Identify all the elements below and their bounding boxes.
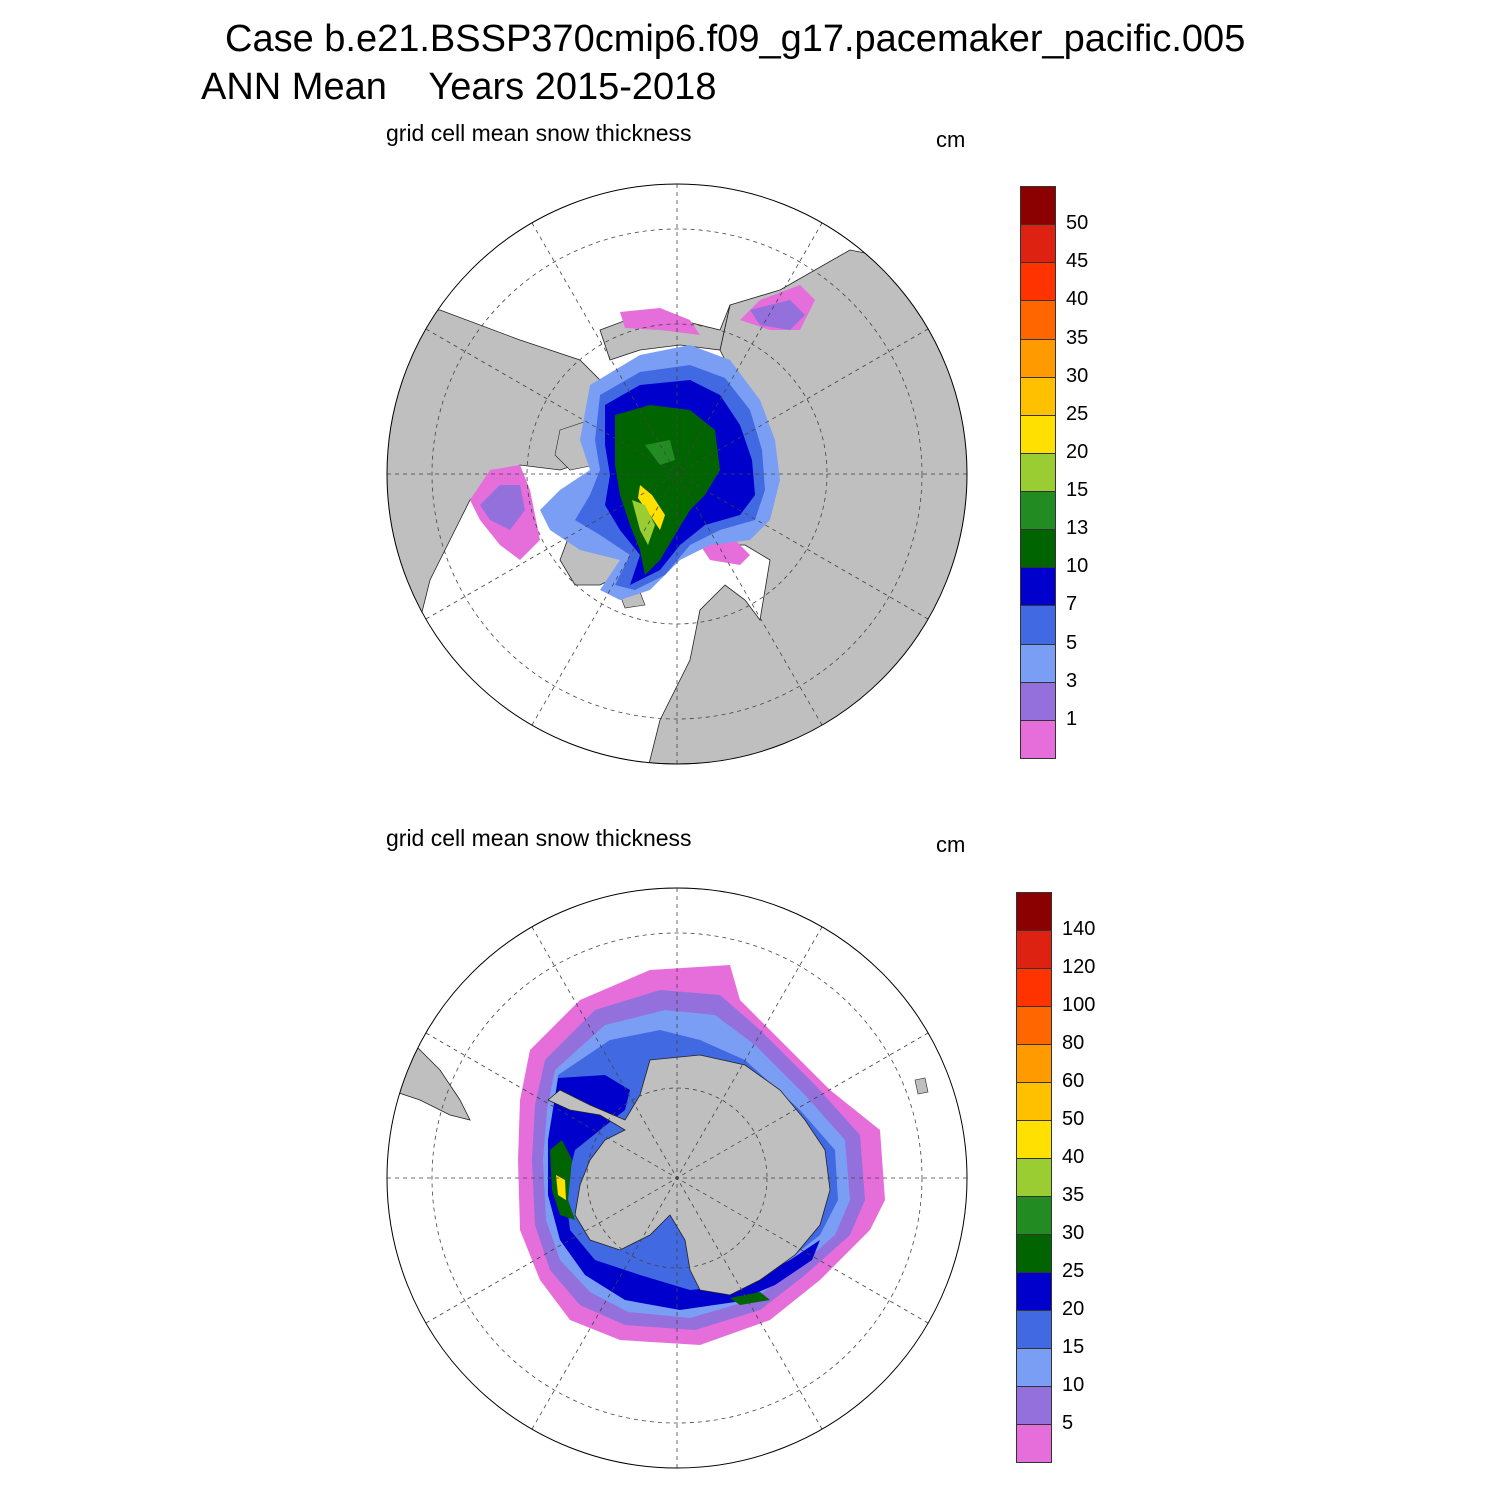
south-graticule: [387, 888, 967, 1468]
north-colorbar-swatch: [1020, 681, 1056, 721]
north-colorbar-swatch: [1020, 338, 1056, 378]
north-colorbar-tick-label: 13: [1066, 517, 1089, 540]
south-colorbar-swatch: [1016, 1310, 1052, 1349]
north-colorbar-swatch: [1020, 491, 1056, 531]
south-colorbar-tick-label: 140: [1062, 918, 1096, 940]
south-colorbar-tick-label: 30: [1062, 1222, 1085, 1244]
north-colorbar-tick-label: 25: [1066, 402, 1089, 425]
south-colorbar: 5 10 15 20 25 30 35 40 50 60 80 100 120 140: [1016, 892, 1095, 1463]
figure-title: Case b.e21.BSSP370cmip6.f09_g17.pacemake…: [225, 18, 1246, 60]
north-colorbar-tick-label: 45: [1066, 250, 1089, 273]
north-panel-label: grid cell mean snow thickness: [386, 120, 692, 146]
south-colorbar-swatch: [1016, 1120, 1052, 1159]
north-ice-band-3cm: [750, 300, 805, 330]
north-colorbar-tick-label: 30: [1066, 364, 1089, 387]
north-colorbar-tick-label: 35: [1066, 326, 1089, 349]
south-colorbar-swatch: [1016, 1196, 1052, 1235]
north-colorbar-swatch: [1020, 414, 1056, 454]
north-colorbar: 1 3 5 7 10 13 15 20 25 30 35 40 45 50: [1020, 186, 1088, 759]
north-colorbar-tick-label: 40: [1066, 288, 1089, 311]
south-colorbar-swatch: [1016, 1348, 1052, 1387]
south-colorbar-swatch: [1016, 1082, 1052, 1121]
subtitle-season: ANN Mean: [201, 66, 387, 108]
south-colorbar-tick-label: 35: [1062, 1184, 1085, 1206]
south-colorbar-tick-label: 15: [1062, 1336, 1085, 1358]
north-ice-band-1cm: [620, 308, 700, 335]
north-colorbar-swatch: [1020, 300, 1056, 340]
north-colorbar-swatch: [1020, 643, 1056, 683]
north-ice-band-3cm-hudson: [480, 485, 525, 530]
south-colorbar-swatch: [1016, 1234, 1052, 1273]
south-colorbar-swatch: [1016, 1006, 1052, 1045]
south-ice-band-40cm: [556, 1175, 566, 1200]
north-colorbar-swatch: [1020, 605, 1056, 645]
north-ice-band-15cm: [645, 440, 675, 465]
south-colorbar-swatch: [1016, 1424, 1052, 1463]
subtitle-years: Years 2015-2018: [428, 66, 717, 108]
north-colorbar-tick-label: 1: [1066, 707, 1078, 730]
north-ice-band-15cm-coast: [632, 500, 655, 545]
north-colorbar-tick-label: 20: [1066, 440, 1089, 463]
north-ice-band-20cm: [638, 485, 665, 530]
south-colorbar-tick-label: 10: [1062, 1374, 1085, 1396]
north-colorbar-tick-label: 15: [1066, 479, 1089, 502]
north-colorbar-swatch: [1020, 567, 1056, 607]
south-panel-label: grid cell mean snow thickness: [386, 825, 692, 851]
south-colorbar-tick-label: 40: [1062, 1146, 1085, 1168]
south-map-border: [386, 887, 968, 1469]
north-graticule: [387, 184, 967, 764]
north-colorbar-tick-label: 50: [1066, 212, 1089, 235]
south-units-label: cm: [936, 832, 966, 857]
figure-subtitle: ANN Mean Years 2015-2018: [201, 66, 716, 109]
north-map-border: [386, 183, 968, 765]
south-colorbar-swatch: [1016, 930, 1052, 969]
south-colorbar-tick-label: 50: [1062, 1108, 1085, 1130]
north-colorbar-swatch: [1020, 224, 1056, 264]
south-colorbar-swatch: [1016, 968, 1052, 1007]
north-colorbar-swatch: [1020, 376, 1056, 416]
north-colorbar-swatch: [1020, 186, 1056, 226]
south-colorbar-tick-label: 20: [1062, 1298, 1085, 1320]
south-colorbar-swatch: [1016, 1158, 1052, 1197]
south-colorbar-tick-label: 120: [1062, 956, 1096, 978]
south-colorbar-swatch: [1016, 1386, 1052, 1425]
south-colorbar-swatch: [1016, 1044, 1052, 1083]
south-ice-band-30cm-east: [730, 1292, 770, 1305]
north-colorbar-swatch: [1020, 262, 1056, 302]
north-polar-map: [386, 183, 968, 765]
south-colorbar-tick-label: 5: [1062, 1412, 1074, 1434]
north-colorbar-tick-label: 10: [1066, 555, 1089, 578]
south-colorbar-tick-label: 100: [1062, 994, 1096, 1016]
south-colorbar-tick-label: 80: [1062, 1032, 1085, 1054]
north-colorbar-tick-label: 3: [1066, 669, 1078, 692]
north-colorbar-swatch: [1020, 529, 1056, 569]
antarctica-landmass: [547, 1054, 831, 1296]
north-colorbar-tick-label: 7: [1066, 593, 1078, 616]
north-colorbar-swatch: [1020, 719, 1056, 759]
africa-landmass: [914, 1077, 929, 1095]
south-colorbar-swatch: [1016, 892, 1052, 931]
south-colorbar-tick-label: 25: [1062, 1260, 1085, 1282]
north-units-label: cm: [936, 127, 966, 152]
south-polar-map: [386, 887, 968, 1469]
south-colorbar-tick-label: 60: [1062, 1070, 1085, 1092]
north-colorbar-tick-label: 5: [1066, 631, 1078, 654]
north-ice-band-13cm: [615, 405, 720, 575]
north-colorbar-swatch: [1020, 452, 1056, 493]
south-colorbar-swatch: [1016, 1272, 1052, 1311]
